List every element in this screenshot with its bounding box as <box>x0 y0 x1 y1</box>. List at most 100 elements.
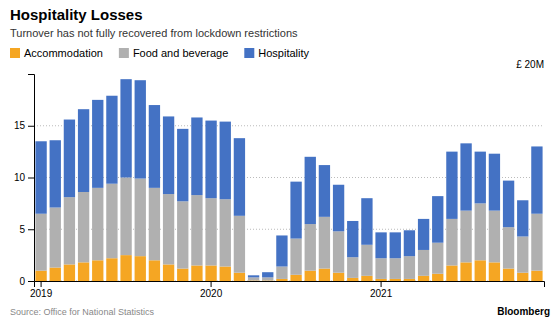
y-tick-label: 15 <box>14 120 26 131</box>
x-tick: 2020 <box>200 281 223 299</box>
bar <box>276 279 287 281</box>
bar <box>517 200 528 236</box>
bar <box>220 122 231 200</box>
bar <box>276 235 287 266</box>
bar <box>531 271 542 281</box>
bar <box>92 100 103 188</box>
bar <box>361 276 372 281</box>
legend-item: Hospitality <box>244 47 309 59</box>
bar <box>460 143 471 210</box>
bar <box>191 117 202 195</box>
series <box>35 79 542 277</box>
bar <box>64 264 75 281</box>
bar <box>432 243 443 274</box>
bar <box>503 269 514 281</box>
annotation: Bloomberg <box>497 306 550 317</box>
bar <box>92 188 103 260</box>
bar <box>432 274 443 281</box>
x-tick: 2019 <box>30 281 53 299</box>
bar <box>290 275 301 281</box>
legend-item: Accommodation <box>10 47 103 59</box>
bar <box>177 201 188 268</box>
bar <box>319 217 330 269</box>
bar <box>177 269 188 281</box>
bar <box>220 199 231 266</box>
legend-label: Food and beverage <box>133 47 228 59</box>
bar <box>78 192 89 262</box>
bar <box>163 264 174 281</box>
bar <box>135 80 146 178</box>
bar <box>205 265 216 281</box>
bar <box>106 96 117 184</box>
bar <box>35 214 46 271</box>
bar <box>390 232 401 258</box>
bar <box>135 256 146 281</box>
bar <box>333 231 344 272</box>
x-tick-label: 2019 <box>30 288 53 299</box>
y-axis: 051015 <box>14 75 35 287</box>
bar <box>262 272 273 277</box>
bar <box>333 273 344 281</box>
subtitle: Turnover has not fully recovered from lo… <box>10 27 298 39</box>
title: Hospitality Losses <box>10 6 143 23</box>
bar <box>305 271 316 281</box>
bar <box>319 269 330 281</box>
bar <box>475 152 486 204</box>
bar <box>92 260 103 281</box>
bar <box>149 260 160 281</box>
bar <box>404 256 415 279</box>
bar <box>64 197 75 264</box>
bar <box>35 141 46 213</box>
bar <box>460 262 471 281</box>
bar <box>489 154 500 211</box>
bar <box>149 105 160 188</box>
bar <box>106 184 117 259</box>
bar <box>35 271 46 281</box>
bar <box>517 236 528 272</box>
bar <box>120 79 131 177</box>
bar <box>177 129 188 201</box>
x-axis-line <box>35 282 545 288</box>
y-tick-label: 10 <box>14 172 26 183</box>
bar <box>135 179 146 257</box>
bar <box>191 195 202 265</box>
bar <box>361 245 372 276</box>
bar <box>205 198 216 265</box>
bar <box>305 224 316 271</box>
bar <box>163 194 174 264</box>
legend-item: Food and beverage <box>119 47 228 59</box>
bar <box>418 219 429 250</box>
legend: Accommodation Food and beverage Hospitalit… <box>10 47 310 59</box>
bar <box>347 278 358 281</box>
bar <box>319 165 330 217</box>
bar <box>78 109 89 192</box>
bar <box>517 273 528 281</box>
bar <box>120 255 131 281</box>
bar <box>347 257 358 278</box>
bar <box>191 265 202 281</box>
bar <box>248 275 259 277</box>
bar <box>234 216 245 273</box>
bar <box>432 196 443 243</box>
x-tick-mark <box>211 281 212 287</box>
legend-label: Hospitality <box>258 47 309 59</box>
bar <box>290 182 301 239</box>
bar <box>50 268 61 281</box>
bar <box>163 116 174 194</box>
bar <box>305 157 316 224</box>
bar <box>50 140 61 207</box>
bar <box>489 262 500 281</box>
y-tick: 15 <box>14 120 34 131</box>
bar <box>375 232 386 258</box>
y-tick-label: 0 <box>19 276 25 287</box>
bar <box>489 211 500 263</box>
bar <box>390 279 401 281</box>
bar <box>262 277 273 280</box>
bar <box>120 178 131 256</box>
bar <box>475 203 486 260</box>
x-tick-label: 2020 <box>200 288 223 299</box>
bar <box>503 227 514 268</box>
bar <box>205 121 216 199</box>
bar <box>220 267 231 281</box>
bar <box>531 146 542 213</box>
